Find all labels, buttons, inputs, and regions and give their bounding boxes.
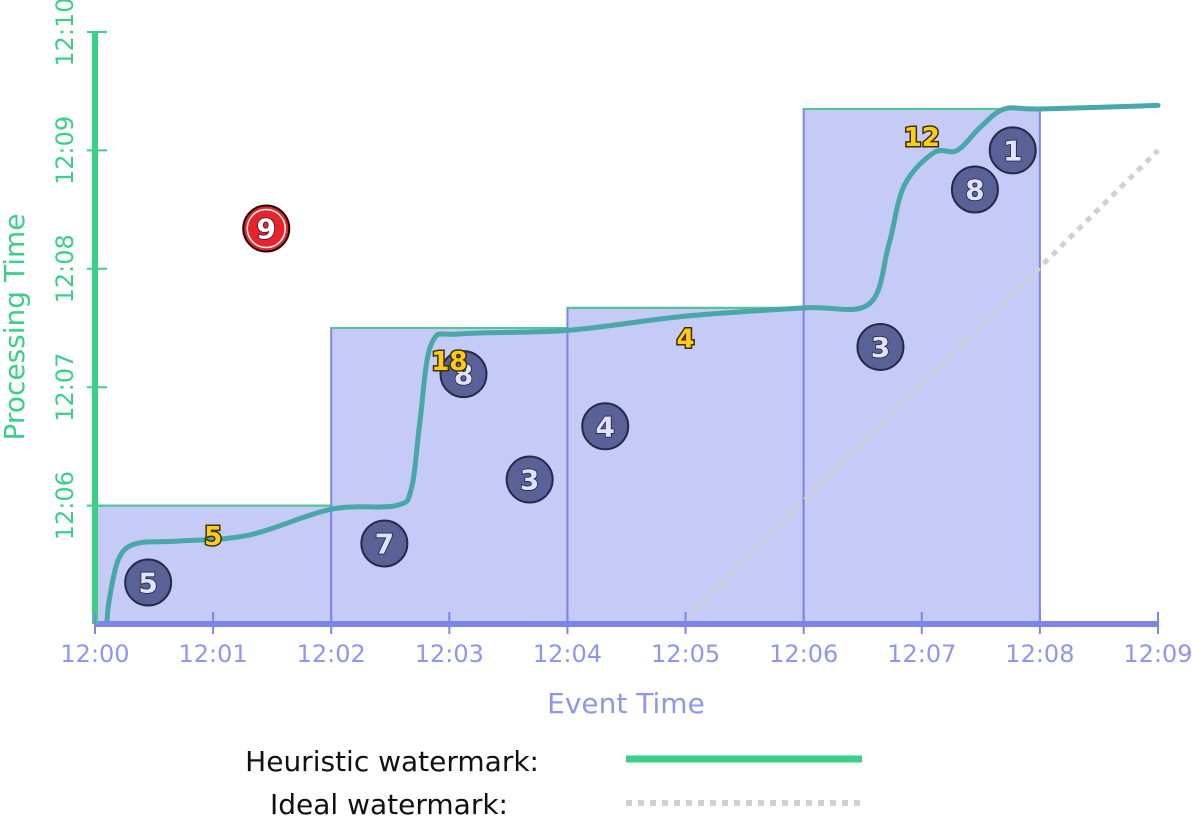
datum-circle-2 xyxy=(505,455,554,504)
datum-circle-3 xyxy=(439,350,488,399)
window-pane-3 xyxy=(802,107,1041,625)
y-tick-label-3: 12:09 xyxy=(51,116,79,185)
datum-circle-6 xyxy=(950,165,999,214)
datum-circle-0 xyxy=(124,558,173,607)
x-tick-label-6: 12:06 xyxy=(769,640,838,668)
y-tick-label-4: 12:10 xyxy=(51,0,79,67)
datum-circle-1 xyxy=(360,519,409,568)
datum-circle-4 xyxy=(581,402,630,451)
window-pane-2 xyxy=(566,306,805,625)
y-tick-label-0: 12:06 xyxy=(51,471,79,540)
window-result-3: 12 xyxy=(904,123,940,153)
datum-value-7: 1 xyxy=(1003,134,1022,167)
x-tick-label-2: 12:02 xyxy=(297,640,366,668)
heuristic-watermark-layer xyxy=(104,102,1161,627)
x-tick-label-1: 12:01 xyxy=(179,640,248,668)
axes-layer: 12:00 12:01 12:02 12:03 12:04 12:05 12:06 12:07… xyxy=(51,0,1192,668)
ideal-watermark-layer xyxy=(683,148,1160,620)
window-result-2: 4 xyxy=(677,324,695,354)
y-tick-label-2: 12:08 xyxy=(51,234,79,303)
x-tick-label-7: 12:07 xyxy=(887,640,956,668)
late-datum-circle-8 xyxy=(242,204,291,253)
x-tick-label-8: 12:08 xyxy=(1005,640,1074,668)
heuristic-watermark-curve xyxy=(104,102,1161,627)
x-axis-title: Event Time xyxy=(547,687,705,720)
datum-circle-7 xyxy=(988,126,1037,175)
late-datum-ring-8 xyxy=(246,208,287,249)
datum-value-2: 3 xyxy=(520,464,539,497)
legend: Heuristic watermark: Ideal watermark: xyxy=(245,745,862,819)
datum-value-3: 8 xyxy=(454,358,473,391)
ideal-watermark-line xyxy=(683,148,1160,620)
window-result-0: 5 xyxy=(204,522,222,552)
y-tick-label-1: 12:07 xyxy=(51,353,79,422)
datum-value-6: 8 xyxy=(965,173,984,206)
datum-value-1: 7 xyxy=(375,527,394,560)
datum-value-0: 5 xyxy=(138,567,157,600)
legend-ideal-label: Ideal watermark: xyxy=(270,788,508,819)
datum-circle-5 xyxy=(856,322,905,371)
legend-heuristic-label: Heuristic watermark: xyxy=(245,745,539,778)
x-tick-label-4: 12:04 xyxy=(533,640,602,668)
x-tick-label-9: 12:09 xyxy=(1123,640,1192,668)
x-tick-label-5: 12:05 xyxy=(651,640,720,668)
window-result-1: 18 xyxy=(431,347,467,377)
x-tick-label-0: 12:00 xyxy=(60,640,129,668)
windows-layer xyxy=(94,107,1041,626)
late-datum-value-8: 9 xyxy=(257,213,276,246)
datum-value-5: 3 xyxy=(871,331,890,364)
y-axis-title: Processing Time xyxy=(0,214,31,441)
datum-value-4: 4 xyxy=(595,410,614,443)
x-tick-label-3: 12:03 xyxy=(415,640,484,668)
window-results-layer: 5 18 4 12 xyxy=(203,122,942,554)
